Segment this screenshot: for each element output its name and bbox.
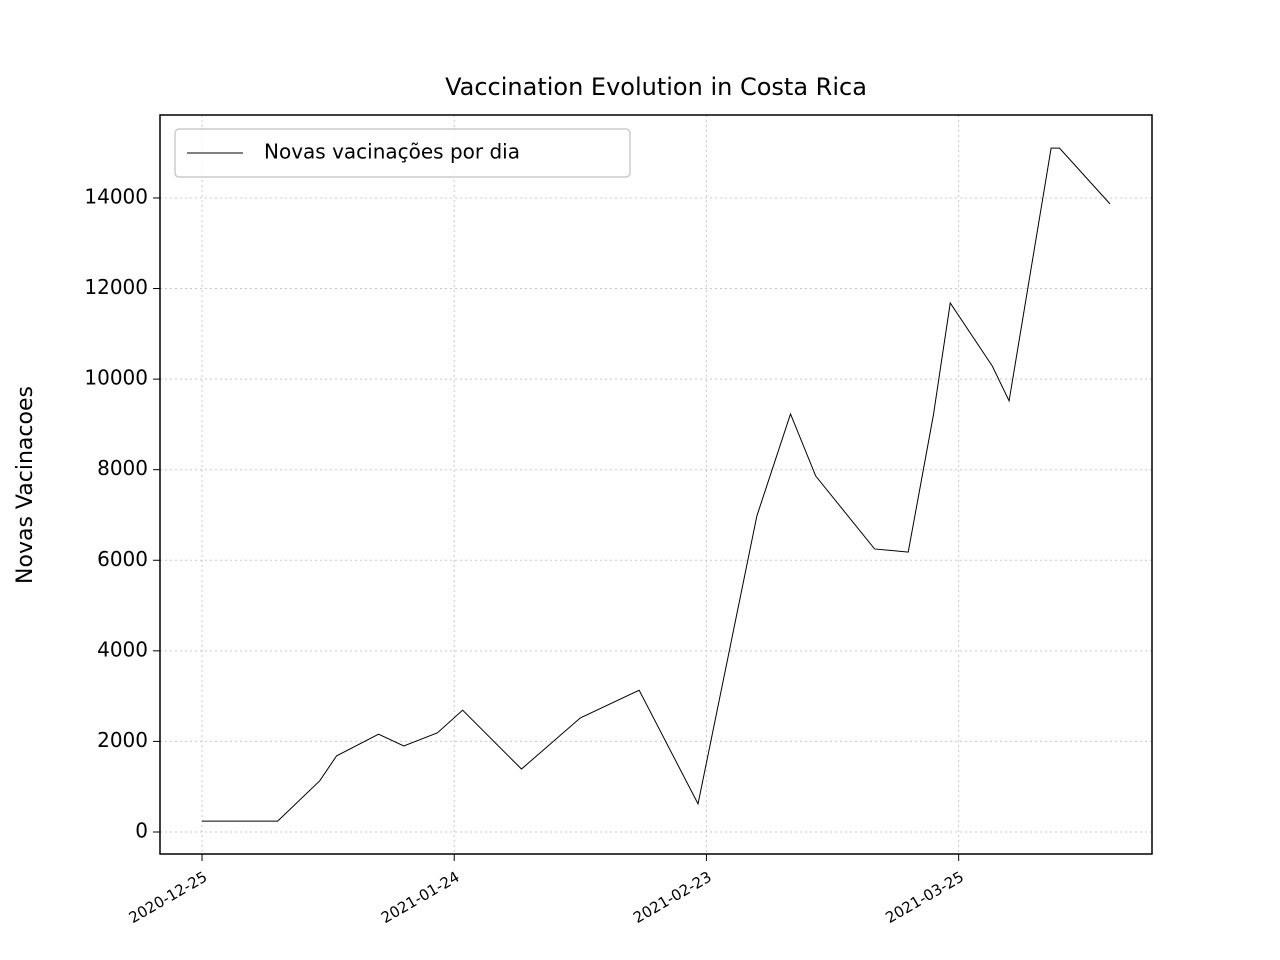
y-tick-label: 8000 <box>97 456 148 480</box>
y-tick-label: 0 <box>135 818 148 842</box>
plot-frame <box>159 114 1153 855</box>
y-tick-label: 12000 <box>84 275 148 299</box>
x-tick-label: 2021-03-25 <box>882 868 967 927</box>
y-tick-label: 4000 <box>97 637 148 661</box>
y-axis-label: Novas Vacinacoes <box>13 386 38 584</box>
y-tick-label: 14000 <box>84 184 148 208</box>
legend-box <box>174 128 631 178</box>
chart-title: Vaccination Evolution in Costa Rica <box>445 73 867 101</box>
y-tick-label: 10000 <box>84 366 148 390</box>
x-tick-label: 2021-01-24 <box>378 868 463 927</box>
line <box>202 147 1111 822</box>
x-tick-label: 2020-12-25 <box>126 868 211 927</box>
legend-label: Novas vacinações por dia <box>264 140 520 164</box>
x-tick-label: 2021-02-23 <box>630 868 715 927</box>
y-tick-label: 6000 <box>97 547 148 571</box>
y-tick-label: 2000 <box>97 728 148 752</box>
